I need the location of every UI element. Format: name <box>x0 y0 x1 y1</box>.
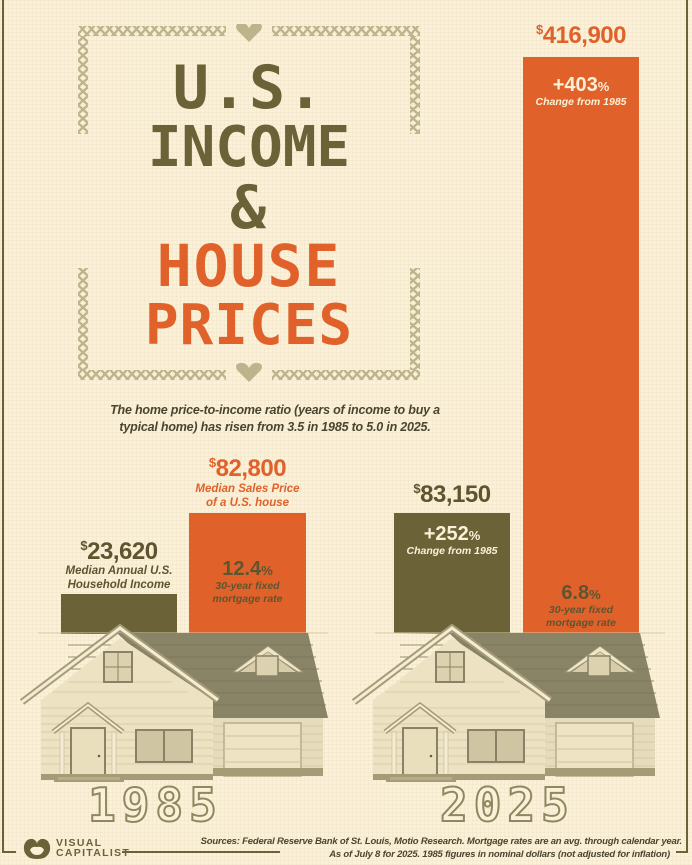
income-1985-value: $23,620 <box>80 538 158 565</box>
stitch-border-icon <box>78 22 420 382</box>
subtitle: The home price-to-income ratio (years of… <box>110 403 440 434</box>
visual-capitalist-logo-icon <box>23 838 51 859</box>
title-line-ampersand: & <box>229 173 269 243</box>
frame-line-right <box>686 0 688 852</box>
price-2025-change: +403% <box>552 74 610 96</box>
frame-line-bottom <box>676 851 688 853</box>
price-1985-value: $82,800 <box>208 455 287 482</box>
logo-line2: CAPITALIST <box>56 847 131 859</box>
income-2025-change-label: Change from 1985 <box>406 545 498 557</box>
title-line-prices: PRICES <box>144 293 354 358</box>
visual-capitalist-logo: VISUAL CAPITALIST <box>22 836 130 860</box>
house-1985-illustration <box>19 623 328 782</box>
frame-line-bottom <box>2 851 16 853</box>
year-label-1985: 1985 <box>87 777 223 833</box>
mortgage-2025-value: 6.8% <box>561 582 601 604</box>
mortgage-2025-label: 30-year fixed mortgage rate <box>545 604 617 629</box>
income-2025-change: +252% <box>423 523 481 545</box>
frame-line-left <box>2 0 4 852</box>
income-2025-value: $83,150 <box>413 481 491 508</box>
sources-note: Sources: Federal Reserve Bank of St. Lou… <box>200 835 683 861</box>
logo-line1: VISUAL <box>56 837 103 849</box>
bar-income-2025: +252% Change from 1985 <box>394 513 510 633</box>
bar-price-2025: +403% Change from 1985 6.8% 30-year fixe… <box>523 57 639 633</box>
income-1985-label: Median Annual U.S. Household Income <box>65 565 173 591</box>
price-1985-label: Median Sales Price of a U.S. house <box>195 483 300 509</box>
house-2025-illustration <box>351 623 665 782</box>
mortgage-1985-label: 30-year fixed mortgage rate <box>212 580 283 605</box>
title-line-income: INCOME <box>147 115 351 180</box>
price-2025-value: $416,900 <box>536 22 627 49</box>
year-label-2025: 2025 <box>439 777 575 833</box>
mortgage-1985-value: 12.4% <box>222 558 273 580</box>
price-2025-change-label: Change from 1985 <box>535 96 627 108</box>
title-line-house: HOUSE <box>156 232 342 300</box>
sources-line1: Sources: Federal Reserve Bank of St. Lou… <box>200 836 683 847</box>
sources-line2: As of July 8 for 2025. 1985 figures in n… <box>329 849 670 860</box>
title-stitch-frame <box>78 22 420 382</box>
bar-price-1985: 12.4% 30-year fixed mortgage rate <box>189 513 306 633</box>
title-line-us: U.S. <box>172 53 326 123</box>
frame-line-bottom <box>122 851 280 853</box>
